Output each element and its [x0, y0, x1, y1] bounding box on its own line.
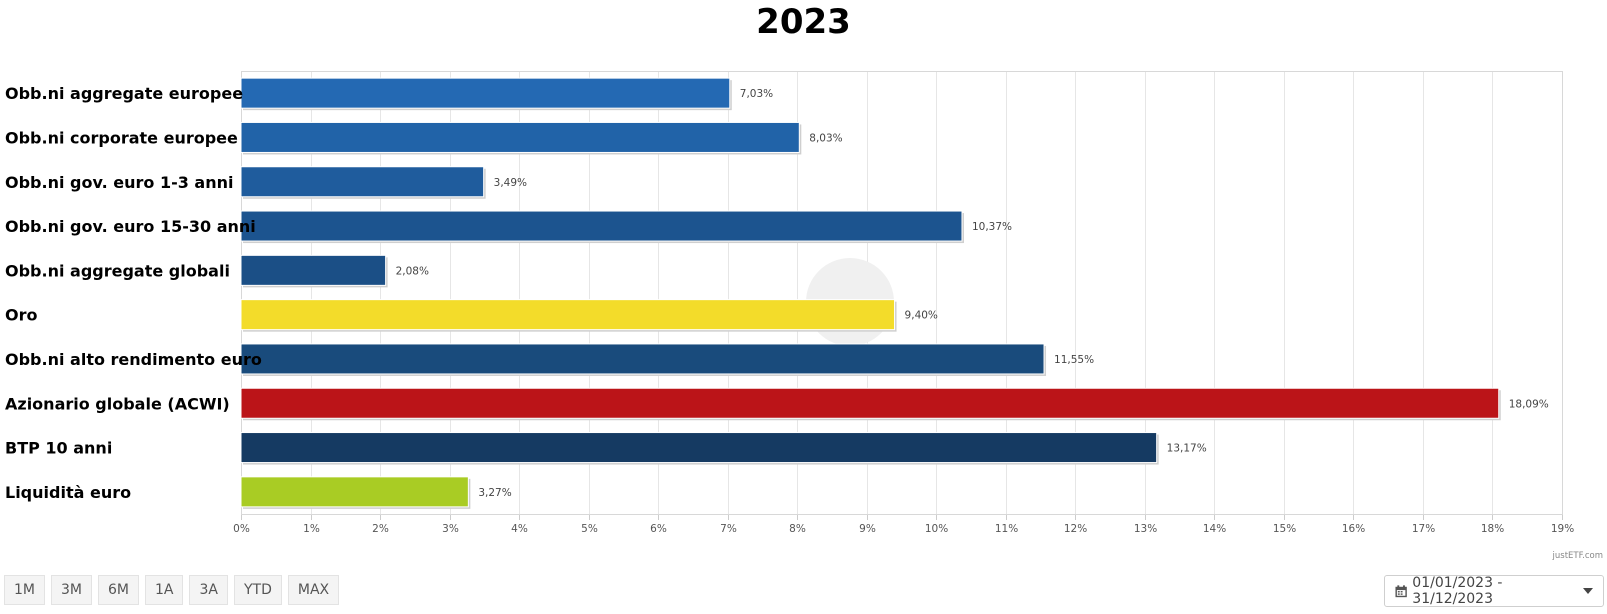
- data-label: 8,03%: [809, 132, 842, 144]
- date-range-picker[interactable]: 01/01/2023 - 31/12/2023: [1384, 575, 1604, 607]
- data-label: 10,37%: [972, 221, 1012, 233]
- x-tick-label: 5%: [581, 523, 598, 535]
- x-tick-label: 17%: [1412, 523, 1435, 535]
- bar-chart: 0% 1% 2% 3% 4% 5% 6% 7% 8% 9% 10% 11% 12% 13% 14% 15% 16…: [5, 71, 1603, 561]
- range-button-1m[interactable]: 1M: [4, 575, 45, 605]
- data-label: 2,08%: [396, 265, 429, 277]
- x-tick-label: 11%: [995, 523, 1018, 535]
- bar[interactable]: [240, 210, 963, 242]
- data-label: 13,17%: [1167, 443, 1207, 455]
- x-tick-label: 2%: [372, 523, 389, 535]
- range-button-3a[interactable]: 3A: [189, 575, 228, 605]
- credit-text: justETF.com: [1552, 551, 1603, 561]
- data-label: 18,09%: [1509, 398, 1549, 410]
- labels-layer: 0% 1% 2% 3% 4% 5% 6% 7% 8% 9% 10% 11% 12% 13% 14% 15% 16…: [5, 84, 1574, 535]
- plot-border: [241, 71, 1563, 515]
- x-tick-label: 1%: [303, 523, 320, 535]
- bar[interactable]: [240, 343, 1045, 375]
- category-label: Obb.ni gov. euro 15-30 anni: [5, 217, 256, 236]
- x-tick-label: 0%: [233, 523, 250, 535]
- category-label: BTP 10 anni: [5, 439, 112, 458]
- range-button-1a[interactable]: 1A: [145, 575, 184, 605]
- data-label: 7,03%: [740, 88, 773, 100]
- range-button-3m[interactable]: 3M: [51, 575, 92, 605]
- x-tick-label: 16%: [1342, 523, 1365, 535]
- category-label: Obb.ni corporate europee: [5, 128, 238, 147]
- date-range-text: 01/01/2023 - 31/12/2023: [1412, 575, 1503, 607]
- category-label: Obb.ni alto rendimento euro: [5, 350, 262, 369]
- category-label: Azionario globale (ACWI): [5, 394, 230, 413]
- range-button-group: 1M 3M 6M 1A 3A YTD MAX: [4, 575, 340, 605]
- category-label: Liquidità euro: [5, 483, 131, 502]
- data-label: 9,40%: [905, 310, 938, 322]
- category-label: Oro: [5, 306, 37, 325]
- x-tick-label: 10%: [925, 523, 948, 535]
- range-button-max[interactable]: MAX: [287, 575, 340, 605]
- chevron-down-icon: [1583, 588, 1593, 594]
- bar[interactable]: [240, 432, 1158, 464]
- x-tick-label: 3%: [442, 523, 459, 535]
- x-tick-label: 13%: [1134, 523, 1157, 535]
- bar[interactable]: [240, 77, 731, 109]
- x-tick-label: 12%: [1064, 523, 1087, 535]
- bar[interactable]: [240, 299, 896, 331]
- x-tick-label: 9%: [859, 523, 876, 535]
- range-button-ytd[interactable]: YTD: [233, 575, 282, 605]
- x-tick-label: 4%: [511, 523, 528, 535]
- bar[interactable]: [240, 254, 387, 286]
- x-tick-label: 8%: [789, 523, 806, 535]
- calendar-icon: [1395, 584, 1407, 597]
- bar[interactable]: [240, 476, 469, 508]
- x-tick-label: 14%: [1203, 523, 1226, 535]
- category-label: Obb.ni aggregate europee: [5, 84, 243, 103]
- x-tick-label: 15%: [1273, 523, 1296, 535]
- x-tick-label: 18%: [1481, 523, 1504, 535]
- bar[interactable]: [240, 387, 1500, 419]
- bars-layer: [240, 77, 1501, 509]
- bar[interactable]: [240, 166, 485, 198]
- x-tick-label: 6%: [650, 523, 667, 535]
- category-label: Obb.ni aggregate globali: [5, 261, 230, 280]
- chart-title: 2023: [756, 2, 851, 42]
- category-label: Obb.ni gov. euro 1-3 anni: [5, 173, 233, 192]
- data-label: 3,27%: [478, 487, 511, 499]
- x-tick-label: 19%: [1551, 523, 1574, 535]
- data-label: 11,55%: [1054, 354, 1094, 366]
- data-label: 3,49%: [494, 177, 527, 189]
- x-tick-label: 7%: [720, 523, 737, 535]
- range-button-6m[interactable]: 6M: [98, 575, 139, 605]
- bar[interactable]: [240, 121, 800, 153]
